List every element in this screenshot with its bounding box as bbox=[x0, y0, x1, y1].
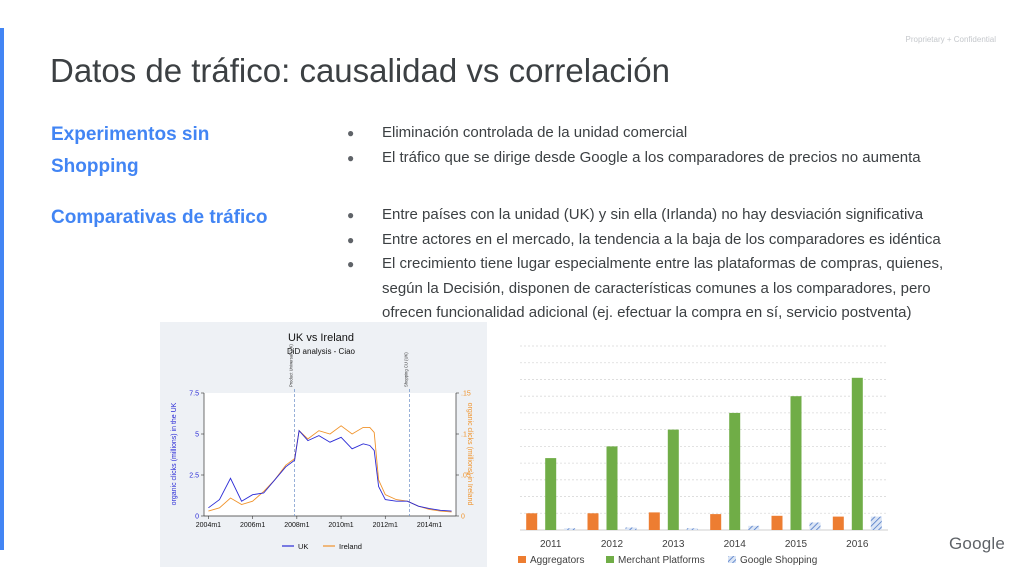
bullet-item: Eliminación controlada de la unidad come… bbox=[344, 121, 921, 146]
bar-google-shopping bbox=[625, 527, 637, 530]
bar-aggregators bbox=[587, 513, 599, 530]
legend-swatch bbox=[518, 556, 526, 563]
slide-title: Datos de tráfico: causalidad vs correlac… bbox=[50, 52, 670, 89]
legend-label: Merchant Platforms bbox=[618, 555, 705, 566]
bar-merchant-platforms bbox=[729, 412, 741, 530]
bar-merchant-platforms bbox=[851, 377, 863, 530]
section-label-traffic: Comparativas de tráfico bbox=[51, 207, 268, 228]
x-tick-label: 2011 bbox=[540, 539, 562, 550]
legend-label: Google Shopping bbox=[740, 555, 817, 566]
y-tick-label-right: .1 bbox=[461, 432, 467, 439]
y-tick-label-right: .15 bbox=[461, 391, 471, 398]
bar-google-shopping bbox=[870, 516, 882, 530]
bar-aggregators bbox=[526, 513, 538, 530]
series-line-uk bbox=[208, 429, 452, 512]
y-tick-label-right: 0 bbox=[461, 514, 465, 521]
x-tick-label: 2015 bbox=[785, 539, 808, 550]
legend-label-ireland: Ireland bbox=[339, 542, 362, 551]
bullet-list-traffic: Entre países con la unidad (UK) y sin el… bbox=[344, 203, 984, 326]
y-tick-label-left: 2.5 bbox=[189, 473, 199, 480]
bar-aggregators bbox=[648, 512, 660, 530]
bar-chart-panel: 2011 2012 2013 2014 2015 2016 Aggregators Merc… bbox=[510, 338, 893, 570]
google-logo: Google bbox=[949, 534, 1006, 553]
x-tick-label: 2010m1 bbox=[328, 522, 353, 529]
bar-aggregators bbox=[771, 515, 783, 530]
bar-merchant-platforms bbox=[667, 429, 679, 530]
section-label-line: Shopping bbox=[51, 156, 139, 177]
x-tick-label: 2016 bbox=[846, 539, 869, 550]
bar-google-shopping bbox=[564, 528, 576, 530]
bar-aggregators bbox=[710, 514, 722, 530]
y-tick-label-right: .05 bbox=[461, 473, 471, 480]
bar-merchant-platforms bbox=[545, 458, 557, 530]
legend-label-uk: UK bbox=[298, 542, 308, 551]
legend-label: Aggregators bbox=[530, 555, 584, 566]
y-axis-label-right: organic clicks (millions) in Ireland bbox=[466, 403, 473, 506]
bullet-item: Entre países con la unidad (UK) y sin el… bbox=[344, 203, 984, 228]
line-chart-subtitle: DiD analysis - Ciao bbox=[287, 347, 356, 356]
x-tick-label: 2006m1 bbox=[240, 522, 265, 529]
section-label-line: Experimentos sin bbox=[51, 124, 210, 145]
plot-area bbox=[204, 393, 456, 516]
y-axis-label-left: organic clicks (millions) in the UK bbox=[171, 402, 178, 505]
y-tick-label-left: 5 bbox=[195, 432, 199, 439]
legend-swatch bbox=[728, 556, 736, 563]
x-tick-label: 2013 bbox=[662, 539, 685, 550]
event-line-label: Shopping CU (UK) bbox=[404, 352, 409, 387]
line-chart-title: UK vs Ireland bbox=[288, 332, 354, 344]
bar-merchant-platforms bbox=[606, 446, 618, 530]
line-chart: UK vs Ireland DiD analysis - Ciao organi… bbox=[171, 332, 473, 551]
x-tick-label: 2004m1 bbox=[196, 522, 221, 529]
bullet-list-experiments: Eliminación controlada de la unidad come… bbox=[344, 121, 921, 170]
bar-chart: 2011 2012 2013 2014 2015 2016 Aggregators Merc… bbox=[518, 345, 888, 566]
bar-google-shopping bbox=[748, 525, 760, 530]
x-tick-label: 2014 bbox=[724, 539, 747, 550]
line-chart-panel: UK vs Ireland DiD analysis - Ciao organi… bbox=[160, 322, 487, 567]
x-tick-label: 2012m1 bbox=[373, 522, 398, 529]
y-tick-label-left: 0 bbox=[195, 514, 199, 521]
bullet-item: El crecimiento tiene lugar especialmente… bbox=[344, 252, 984, 326]
x-tick-label: 2008m1 bbox=[284, 522, 309, 529]
x-tick-label: 2014m1 bbox=[417, 522, 442, 529]
bar-aggregators bbox=[832, 516, 844, 530]
bar-google-shopping bbox=[686, 528, 698, 530]
event-line-label: Product Universal (UK) bbox=[289, 344, 294, 387]
bar-merchant-platforms bbox=[790, 396, 802, 530]
bullet-item: El tráfico que se dirige desde Google a … bbox=[344, 146, 921, 171]
line-chart-legend: UK Ireland bbox=[282, 542, 362, 551]
legend-swatch bbox=[606, 556, 614, 563]
confidential-label: Proprietary + Confidential bbox=[905, 35, 997, 44]
x-tick-label: 2012 bbox=[601, 539, 624, 550]
y-tick-label-left: 7.5 bbox=[189, 391, 199, 398]
accent-bar bbox=[0, 28, 4, 550]
bar-google-shopping bbox=[809, 522, 821, 530]
bullet-item: Entre actores en el mercado, la tendenci… bbox=[344, 228, 984, 253]
section-label-experiments: Experimentos sin Shopping bbox=[51, 119, 209, 183]
